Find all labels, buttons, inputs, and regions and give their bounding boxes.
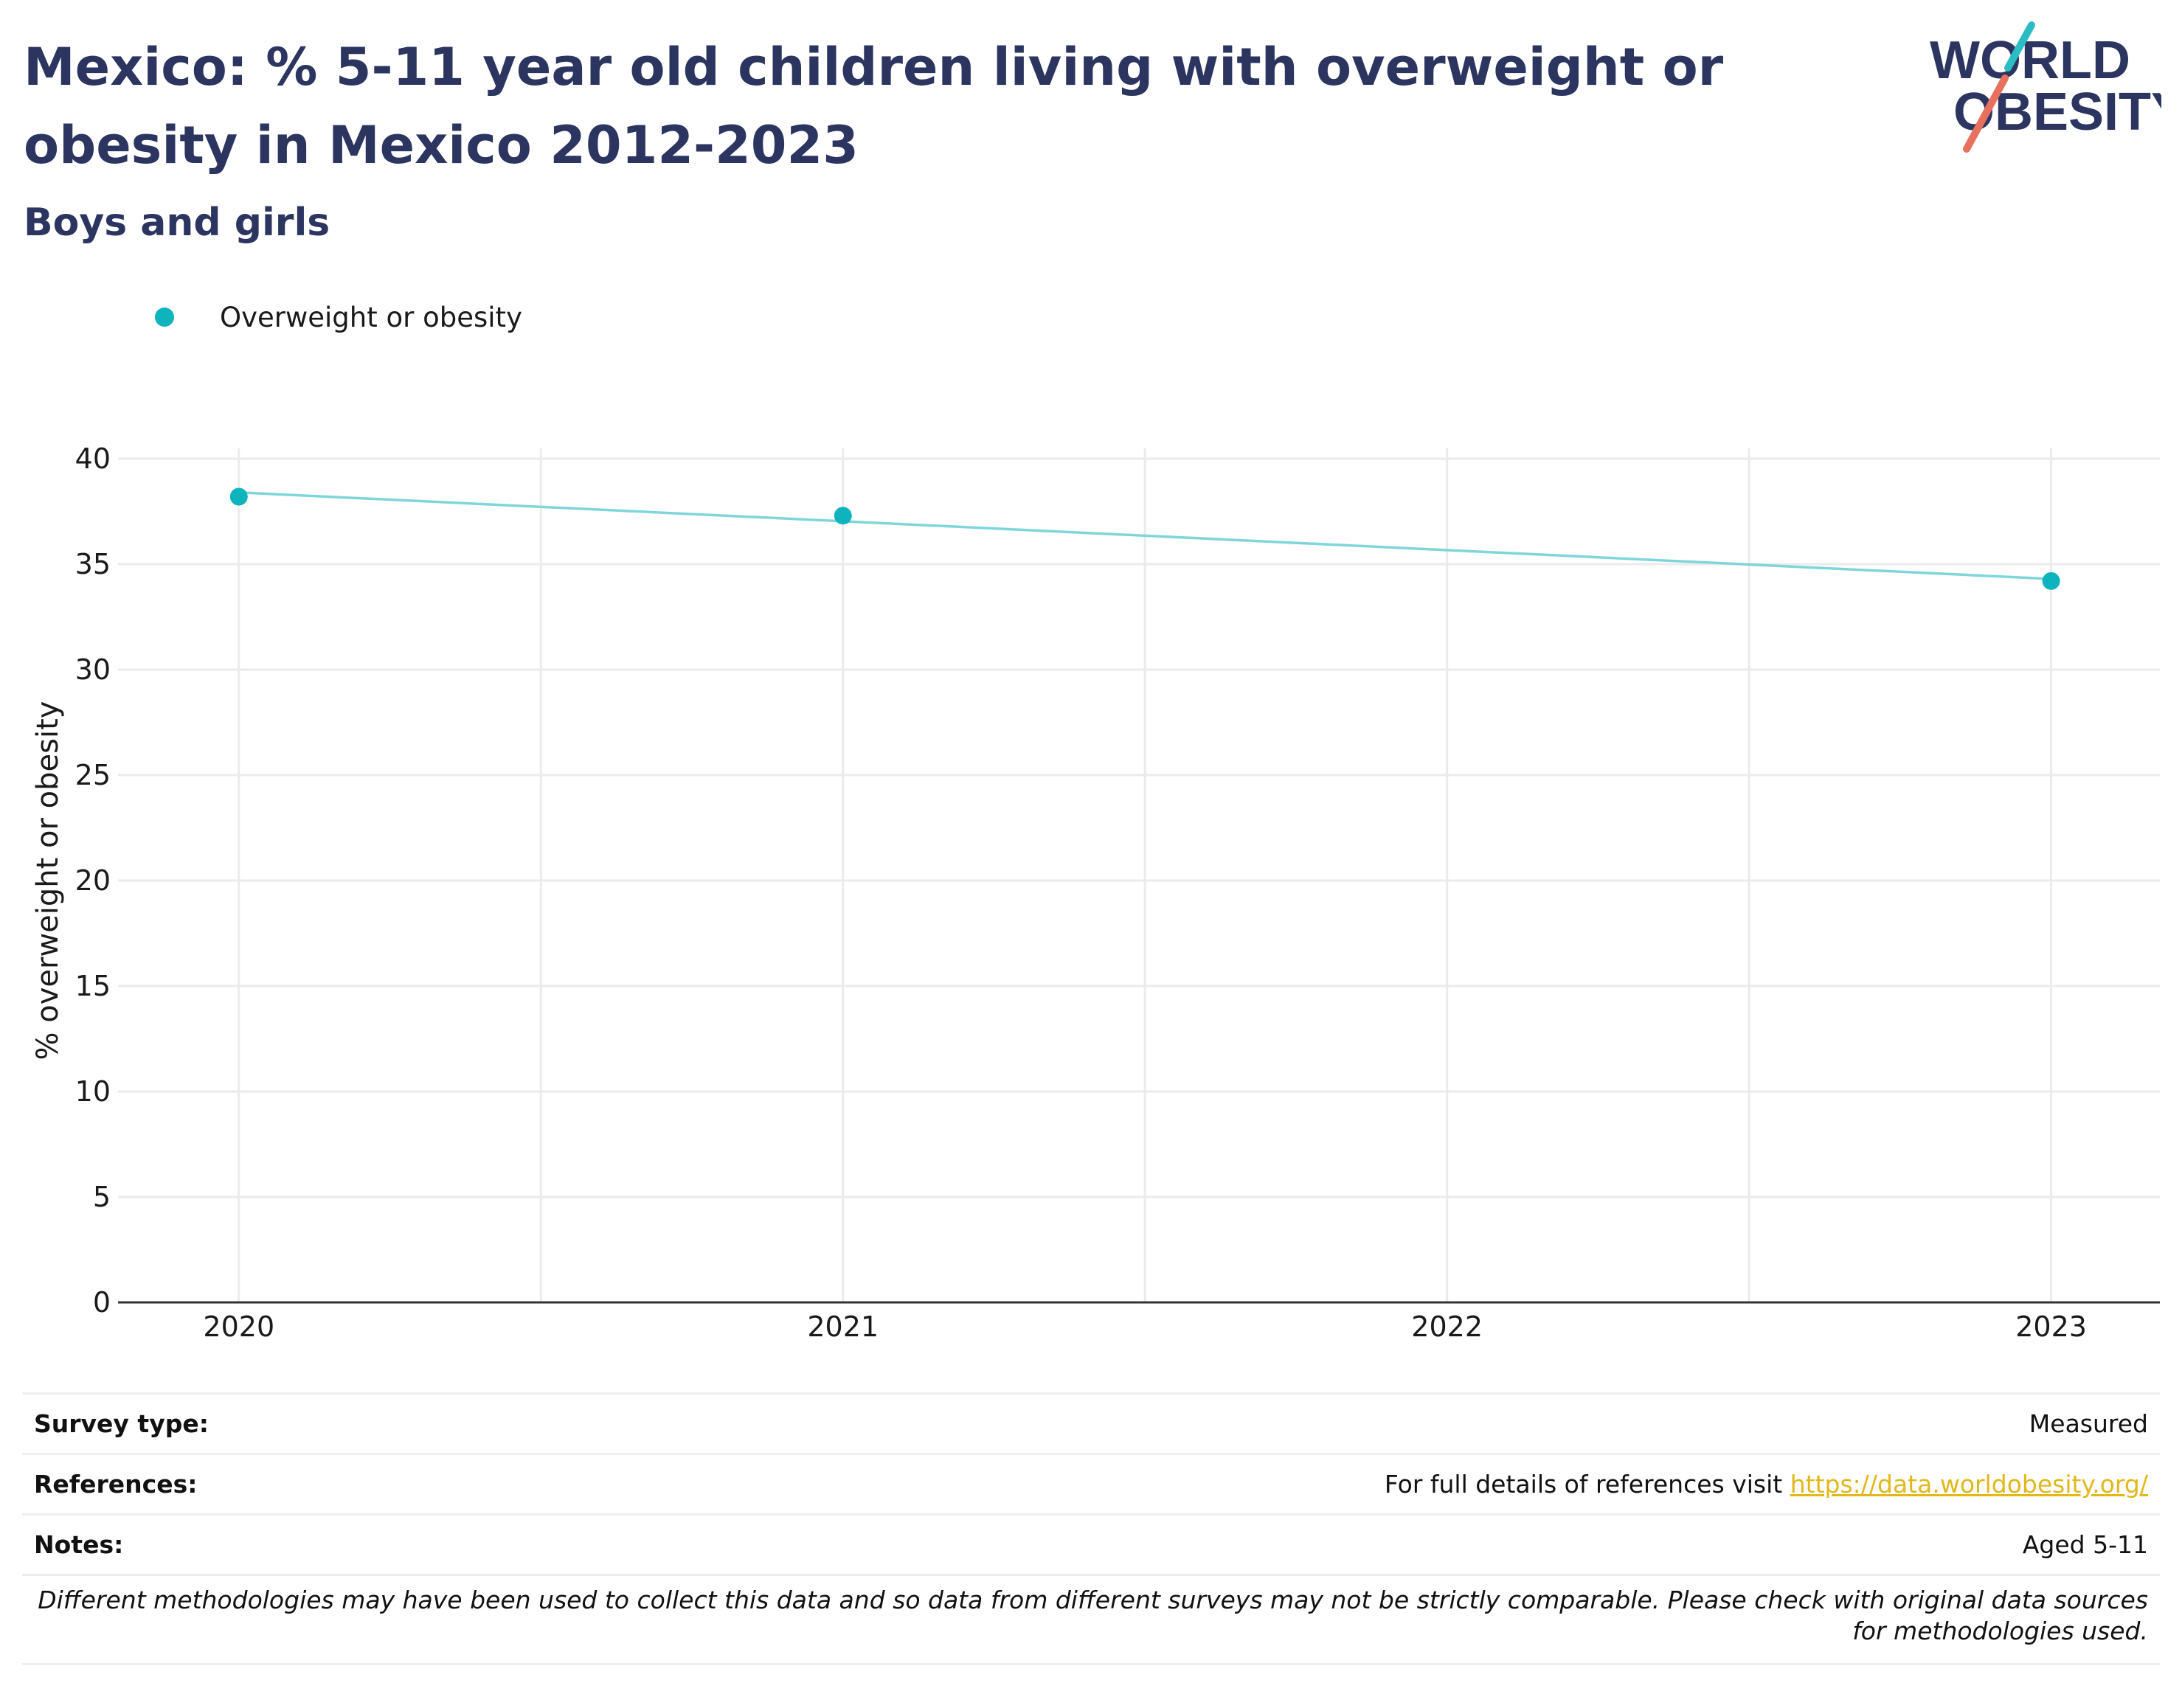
y-tick-label: 15 <box>75 970 111 1002</box>
logo-slash-coral <box>1963 74 2009 153</box>
data-point <box>834 507 852 525</box>
logo-text-world: WORLD <box>1930 31 2130 90</box>
x-tick-label: 2022 <box>1411 1310 1483 1343</box>
logo-slash-teal <box>2004 21 2035 72</box>
notes-label: Notes: <box>34 1530 124 1559</box>
line-chart: 0 5 10 15 20 25 30 35 40 2020 2021 2022 2023 % overwe… <box>31 442 2160 1343</box>
chart-subtitle: Boys and girls <box>24 201 330 245</box>
survey-type-value: Measured <box>2029 1409 2148 1438</box>
data-point <box>229 487 248 506</box>
x-tick-label: 2023 <box>2015 1310 2087 1343</box>
references-link[interactable]: https://data.worldobesity.org/ <box>1790 1470 2148 1499</box>
x-tick-label: 2021 <box>807 1310 879 1343</box>
chart-title: Mexico: % 5-11 year old children living … <box>24 37 1724 176</box>
y-axis-label: % overweight or obesity <box>31 701 65 1060</box>
references-label: References: <box>34 1470 198 1499</box>
methodology-disclaimer: Different methodologies may have been us… <box>22 1574 2160 1665</box>
y-tick-label: 25 <box>75 759 111 791</box>
legend-label: Overweight or obesity <box>220 301 522 333</box>
y-tick-label: 30 <box>75 653 111 686</box>
world-obesity-logo: WORLD OBESITY <box>1930 21 2161 153</box>
x-tick-label: 2020 <box>203 1310 274 1343</box>
data-point <box>2042 572 2060 590</box>
y-tick-label: 5 <box>93 1181 111 1213</box>
y-tick-label: 0 <box>93 1286 111 1319</box>
legend-marker <box>155 308 174 327</box>
y-tick-label: 20 <box>75 864 111 897</box>
y-tick-label: 10 <box>75 1075 111 1108</box>
references-value: For full details of references visit htt… <box>1385 1470 2148 1499</box>
chart-legend: Overweight or obesity <box>155 295 522 339</box>
trend-line <box>238 491 2051 580</box>
references-row: References: For full details of referenc… <box>22 1453 2160 1513</box>
survey-type-label: Survey type: <box>34 1409 209 1438</box>
y-tick-label: 40 <box>75 442 111 475</box>
notes-row: Notes: Aged 5-11 <box>22 1513 2160 1574</box>
survey-type-row: Survey type: Measured <box>22 1392 2160 1453</box>
references-text: For full details of references visit <box>1384 1470 1790 1499</box>
notes-value: Aged 5-11 <box>2022 1530 2148 1559</box>
y-tick-label: 35 <box>75 548 111 580</box>
